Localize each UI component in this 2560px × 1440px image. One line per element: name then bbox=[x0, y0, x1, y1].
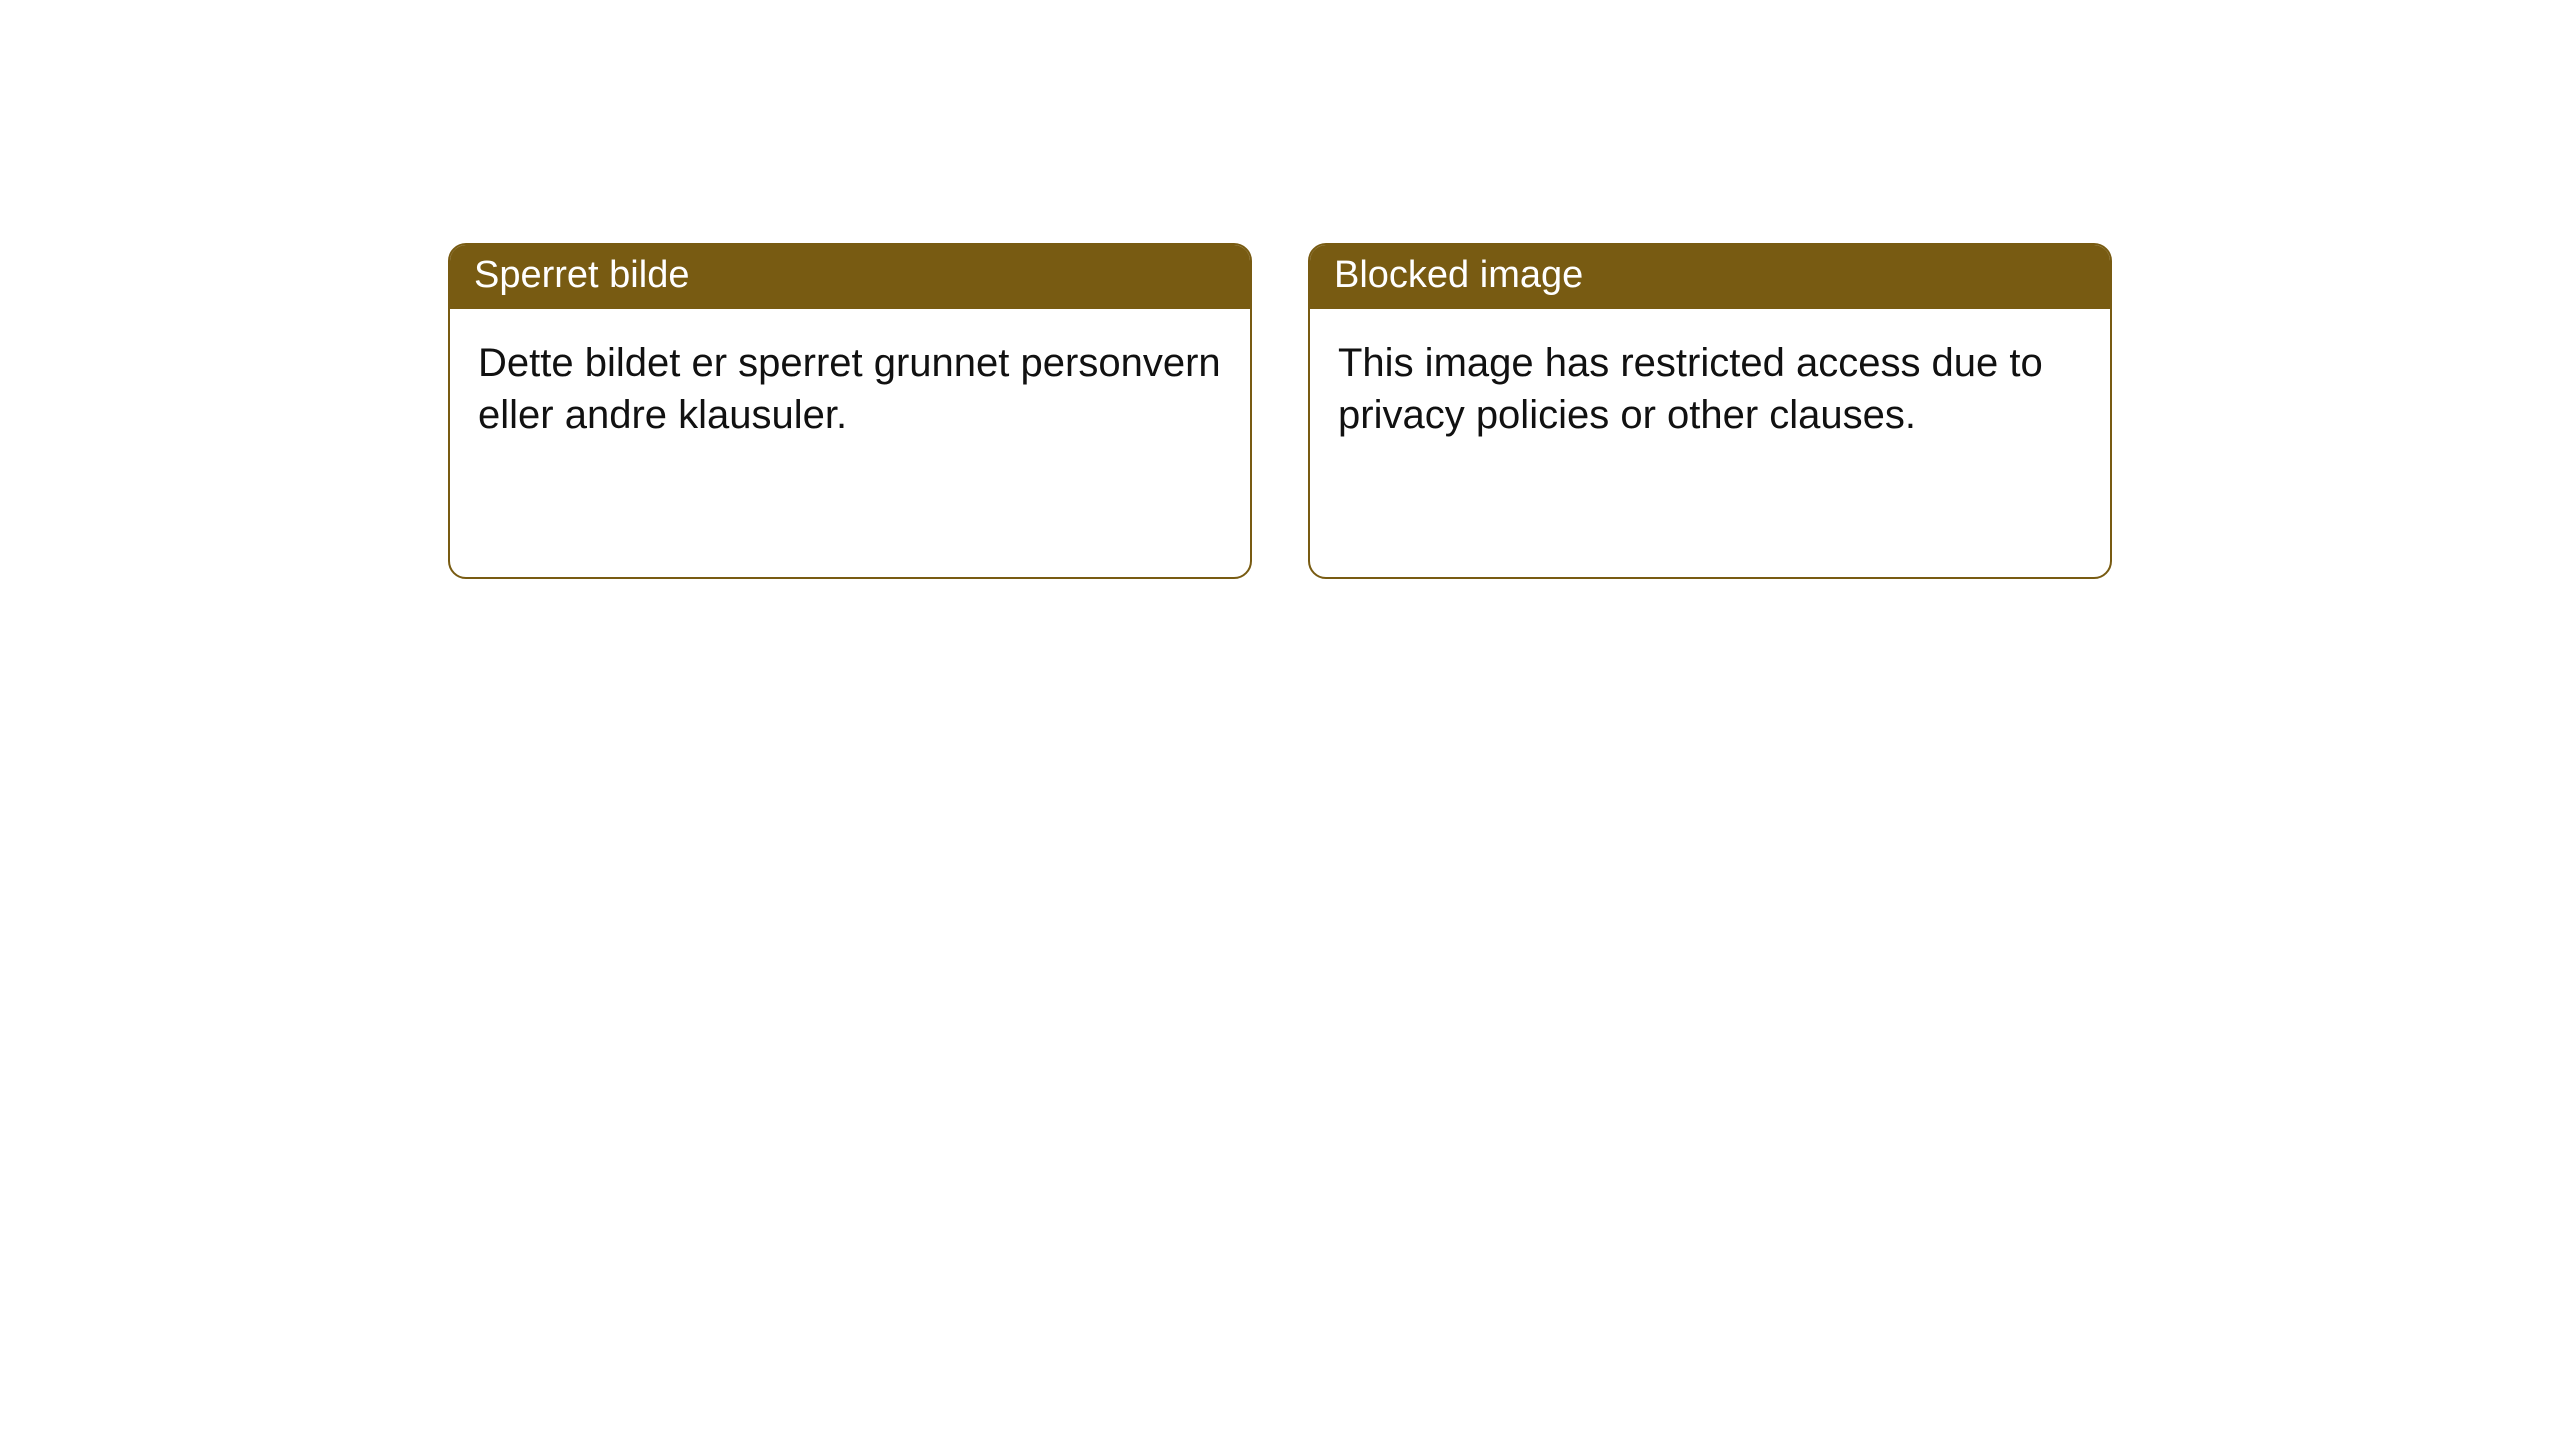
blocked-card-no: Sperret bilde Dette bildet er sperret gr… bbox=[448, 243, 1252, 579]
blocked-card-en-body: This image has restricted access due to … bbox=[1310, 309, 2110, 471]
blocked-card-en-title: Blocked image bbox=[1310, 245, 2110, 309]
blocked-card-en: Blocked image This image has restricted … bbox=[1308, 243, 2112, 579]
blocked-card-no-body: Dette bildet er sperret grunnet personve… bbox=[450, 309, 1250, 471]
page-canvas: Sperret bilde Dette bildet er sperret gr… bbox=[0, 0, 2560, 1440]
blocked-card-no-title: Sperret bilde bbox=[450, 245, 1250, 309]
